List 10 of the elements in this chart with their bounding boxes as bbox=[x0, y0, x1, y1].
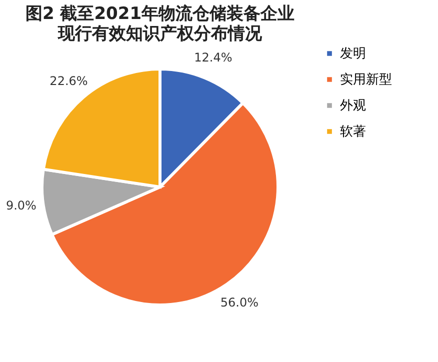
data-label: 9.0% bbox=[6, 198, 36, 212]
legend-label: 发明 bbox=[340, 46, 366, 62]
data-label: 12.4% bbox=[194, 50, 232, 64]
chart-subtitle: 现行有效知识产权分布情况 bbox=[57, 24, 263, 44]
legend-label: 实用新型 bbox=[340, 72, 392, 88]
data-label: 22.6% bbox=[50, 74, 88, 88]
legend-label: 软著 bbox=[340, 124, 366, 140]
chart-title: 图2 截至2021年物流仓储装备企业 bbox=[25, 4, 295, 24]
legend-label: 外观 bbox=[340, 98, 366, 114]
data-label: 56.0% bbox=[220, 295, 258, 310]
